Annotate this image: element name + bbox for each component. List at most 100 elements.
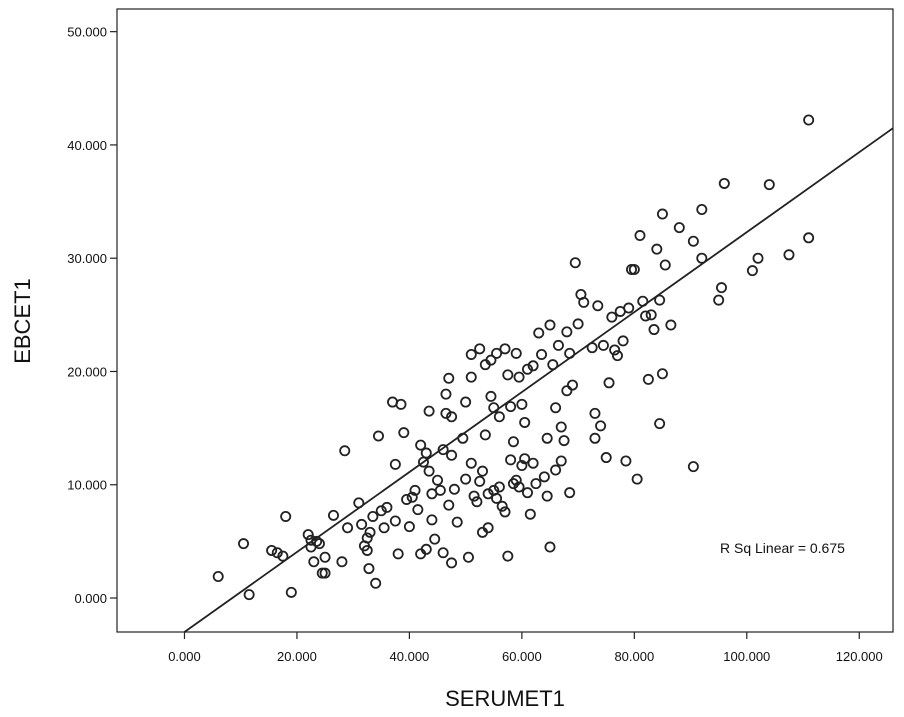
data-point [564,347,576,359]
data-point [550,464,562,476]
x-axis: 0.000 20.000 40.000 60.000 80.000 100.000 120.… [168,632,883,664]
data-point [505,454,517,466]
data-point [600,452,612,464]
data-point [311,535,323,547]
data-point [718,177,730,189]
data-points [212,114,815,601]
fit-line-layer [183,127,894,633]
x-tick-label: 120.000 [836,649,883,664]
data-point [336,556,348,568]
data-point [527,360,539,372]
data-point [474,475,486,487]
data-point [606,311,618,323]
plot-border [116,8,894,633]
y-tick-label: 30.000 [67,251,107,266]
data-point [415,439,427,451]
data-point [502,369,514,381]
data-point [395,398,407,410]
data-point [648,324,660,336]
data-point [375,505,387,517]
data-point [443,499,455,511]
data-point [426,514,438,526]
data-point [516,459,528,471]
data-point [302,529,314,541]
data-point [403,521,415,533]
data-point [628,264,640,276]
data-point [485,390,497,402]
data-point [412,504,424,516]
data-point [406,491,418,503]
data-point [611,350,623,362]
data-point [401,493,413,505]
data-point [468,490,480,502]
data-point [634,230,646,242]
data-point [482,522,494,534]
data-point [271,547,283,559]
data-point [589,407,601,419]
data-point [656,208,668,220]
data-point [578,296,590,308]
data-point [485,354,497,366]
data-point [713,294,725,306]
data-point [477,465,489,477]
x-tick-label: 80.000 [614,649,654,664]
data-point [471,496,483,508]
data-point [420,543,432,555]
data-point [536,348,548,360]
data-point [631,473,643,485]
data-point [423,465,435,477]
data-point [493,411,505,423]
plot-area [116,8,894,633]
data-point [620,455,632,467]
data-point [507,478,519,490]
data-point [603,377,615,389]
data-point [552,339,564,351]
data-point [319,551,331,563]
data-point [617,335,629,347]
data-point [527,457,539,469]
data-point [530,478,542,490]
data-point [389,515,401,527]
data-point [313,538,325,550]
data-point [763,179,775,191]
data-point [654,294,666,306]
data-point [803,232,815,244]
y-axis: 0.000 10.000 20.000 30.000 40.000 50.000 [67,25,117,606]
data-point [363,563,375,575]
data-point [640,310,652,322]
data-point [544,319,556,331]
data-point [280,510,292,522]
data-point [342,522,354,534]
data-point [521,363,533,375]
data-point [561,385,573,397]
x-tick-label: 0.000 [168,649,201,664]
data-point [566,379,578,391]
data-point [434,484,446,496]
data-point [558,435,570,447]
data-point [474,343,486,355]
data-point [696,252,708,264]
data-point [609,344,621,356]
data-point [409,484,421,496]
data-point [429,533,441,545]
data-point [367,510,379,522]
data-point [550,402,562,414]
data-point [507,436,519,448]
data-point [673,222,685,234]
data-point [586,342,598,354]
data-point [446,449,458,461]
data-point [687,461,699,473]
data-point [398,427,410,439]
data-point [443,372,455,384]
data-point [465,348,477,360]
x-tick-label: 100.000 [723,649,770,664]
data-point [266,544,278,556]
data-point [446,557,458,569]
data-point [687,235,699,247]
data-point [499,343,511,355]
data-point [696,203,708,215]
data-point [389,458,401,470]
data-point [656,368,668,380]
data-point [457,432,469,444]
